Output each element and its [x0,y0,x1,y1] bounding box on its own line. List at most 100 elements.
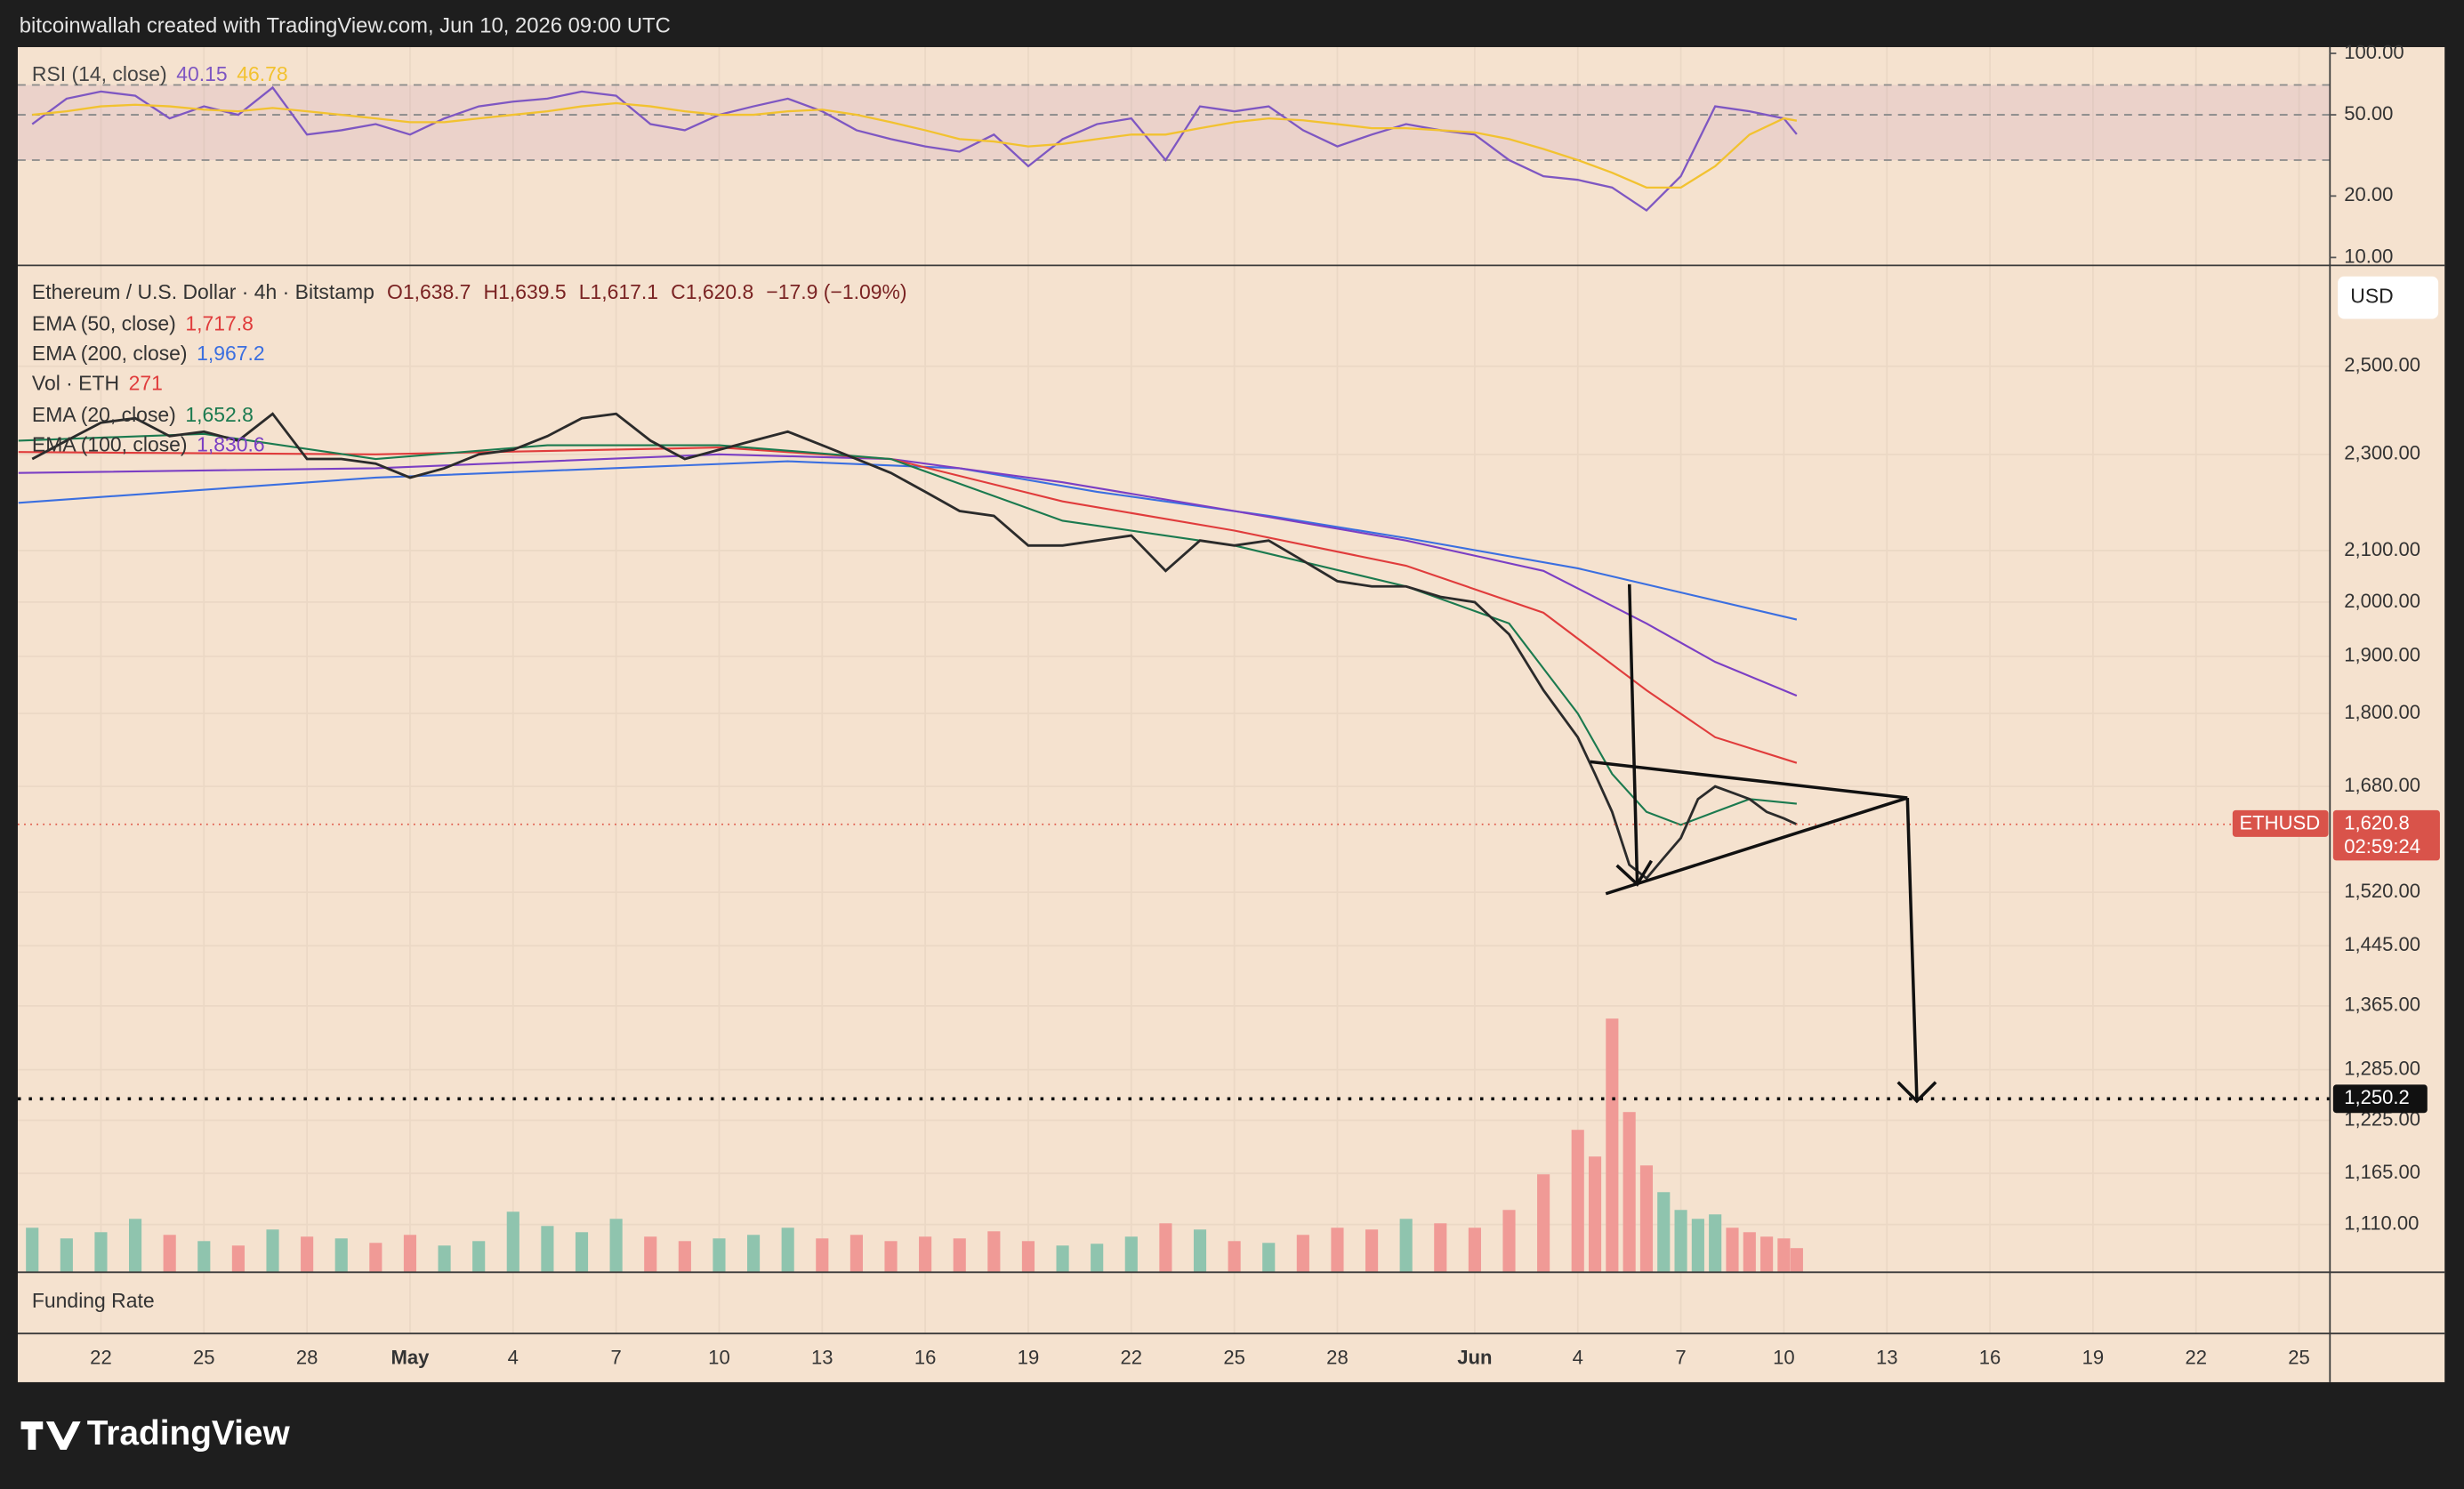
ohlc: L1,617.1 [579,280,658,303]
ohlc: H1,639.5 [484,280,567,303]
volume-bar [1588,1156,1602,1273]
x-tick-label: 10 [1773,1346,1795,1368]
ema-value: 1,717.8 [185,312,254,335]
volume-bar [1124,1236,1138,1273]
volume-bar [575,1232,589,1273]
target-arrow [1905,797,1919,1100]
ema-name: EMA (50, close) [32,312,176,335]
volume-bar [1331,1227,1344,1273]
main-legend: Ethereum / U.S. Dollar · 4h · Bitstamp O1… [32,280,907,303]
volume-bar [541,1226,554,1273]
x-tick-label: 16 [914,1346,937,1368]
volume-bar [884,1241,898,1273]
volume-bar [26,1227,39,1273]
volume-bar [1639,1165,1654,1273]
volume-bar [1743,1232,1756,1273]
y-tick-label: 1,365.00 [2344,994,2420,1016]
target-tag-label: 1,250.2 [2344,1086,2410,1108]
volume-bar [850,1235,863,1273]
volume-bar [197,1241,211,1273]
y-tick-label: 1,445.00 [2344,933,2420,955]
volume-bar [1606,1018,1619,1273]
volume-bar [747,1235,761,1273]
pole-line [1627,584,1639,883]
x-tick-label: 16 [1979,1346,2001,1368]
x-tick-label: 19 [2082,1346,2105,1368]
volume-bar [1760,1236,1774,1273]
volume-bar [1193,1229,1207,1273]
volume-bar [472,1241,486,1273]
triangle-upper [1590,760,1908,800]
volume-bar [609,1219,623,1273]
rsi-tick-label: 50.00 [2344,102,2393,125]
x-tick-label: 13 [1876,1346,1898,1368]
chart-background [18,46,2445,1382]
volume-bar [266,1229,279,1273]
volume-bar [1296,1235,1309,1273]
rsi-tick-label: 20.00 [2344,183,2393,205]
x-tick-label: 25 [193,1346,215,1368]
rsi-legend: RSI (14, close) 40.15 46.78 [32,62,288,85]
symbol-tag-label: ETHUSD [2239,812,2320,834]
volume-bar [1571,1130,1584,1273]
ohlc: −17.9 (−1.09%) [766,280,906,303]
x-tick-label: May [391,1346,430,1368]
x-tick-label: 4 [1573,1346,1583,1368]
volume-bar [987,1231,1001,1273]
volume-bar [919,1236,932,1273]
volume-bar [953,1238,966,1273]
ema-legend: EMA (100, close) 1,830.6 [32,433,265,456]
funding-label: Funding Rate [32,1289,155,1312]
ohlc: O1,638.7 [387,280,471,303]
volume-bar [1091,1244,1104,1273]
volume-bar [369,1243,382,1273]
x-tick-label: 19 [1018,1346,1040,1368]
ema-value: 1,967.2 [197,342,265,365]
rsi-ma-value: 46.78 [237,62,287,85]
currency-box[interactable] [2338,276,2439,319]
x-tick-label: 22 [2185,1346,2207,1368]
logo: TradingView [20,1414,291,1453]
arrow-head [1615,859,1653,887]
ema-line [18,453,1798,697]
volume-bar [1726,1227,1739,1273]
currency[interactable]: USD [2350,285,2393,308]
volume-bar [1502,1210,1516,1273]
ema-name: EMA (100, close) [32,433,188,456]
volume-bar [1434,1223,1447,1273]
volume-bar [1159,1223,1172,1273]
symbol-tag [2232,809,2329,837]
price-tag [2332,809,2440,861]
x-tick-label: 25 [2288,1346,2310,1368]
volume-bar [94,1232,108,1273]
volume-bar [60,1238,73,1273]
volume-bar [781,1227,794,1273]
header: bitcoinwallah created with TradingView.c… [20,13,671,37]
volume-bar [644,1236,657,1273]
ema-value: 1,652.8 [185,403,254,426]
x-tick-label: 22 [90,1346,112,1368]
volume-bar [1228,1241,1241,1273]
y-tick-label: 1,680.00 [2344,774,2420,796]
ema-name: EMA (200, close) [32,342,188,365]
y-tick-label: 1,165.00 [2344,1161,2420,1183]
volume-name: Vol · ETH [32,372,119,395]
rsi-line [32,101,1798,189]
volume-bar [1691,1219,1704,1273]
y-tick-label: 1,900.00 [2344,644,2420,666]
x-tick-label: 13 [811,1346,833,1368]
volume-bar [1399,1219,1413,1273]
y-tick-label: 1,110.00 [2344,1211,2419,1234]
ema-legend: EMA (50, close) 1,717.8 [32,312,254,335]
triangle-lower [1605,796,1908,896]
drawings [1590,584,1937,1104]
volume-bar [1365,1229,1379,1273]
rsi-value: 40.15 [176,62,227,85]
y-tick-label: 1,800.00 [2344,701,2420,723]
y-tick-label: 2,500.00 [2344,354,2420,376]
arrow-head [1896,1081,1937,1104]
ema-value: 1,830.6 [197,433,265,456]
ema-legend: EMA (200, close) 1,967.2 [32,342,265,365]
volume-bar [1674,1210,1687,1273]
overlay: 22 25 28 May 4 7 10 13 16 19 22 25 28 Jun 4 7 10 13 16 19 22… [90,41,2440,1368]
